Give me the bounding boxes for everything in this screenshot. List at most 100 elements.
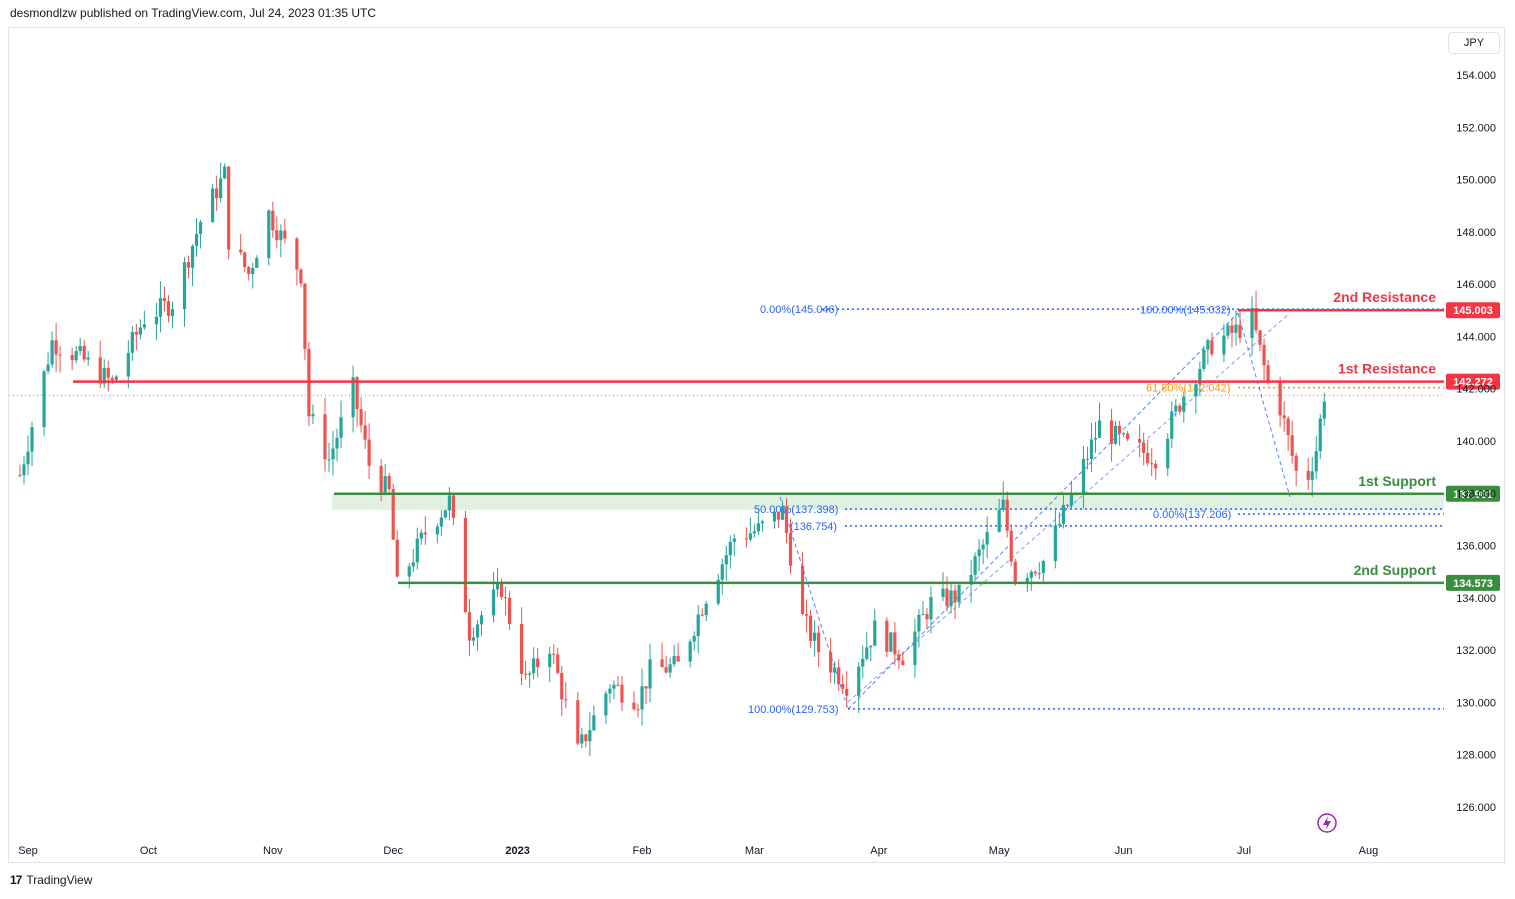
candle — [1230, 317, 1234, 348]
candle — [772, 510, 777, 529]
candle-body — [660, 659, 664, 668]
candle — [861, 645, 865, 679]
candle-body — [580, 734, 584, 744]
candle — [299, 268, 303, 287]
candle — [439, 510, 443, 536]
candle-body — [732, 538, 736, 542]
candle — [524, 660, 528, 680]
candle-body — [756, 523, 761, 532]
candle-body — [387, 475, 391, 490]
candle-body — [158, 298, 163, 317]
candle-body — [700, 614, 704, 616]
candle — [885, 617, 889, 658]
candle-body — [223, 166, 227, 179]
candle-body — [227, 166, 231, 250]
candle-body — [837, 667, 841, 685]
candle-body — [463, 517, 468, 613]
candle — [190, 244, 195, 286]
candle — [784, 498, 789, 544]
candle — [1198, 361, 1202, 397]
candle-body — [945, 588, 949, 607]
candle — [1041, 559, 1045, 585]
candle — [267, 209, 271, 266]
candle — [981, 539, 985, 565]
candle-body — [524, 673, 528, 675]
candle-body — [411, 562, 415, 567]
candle — [491, 572, 496, 623]
candle-body — [423, 532, 427, 535]
candle-body — [1222, 335, 1226, 355]
candle — [247, 265, 251, 281]
candle — [893, 622, 897, 666]
candle-body — [495, 582, 500, 590]
candle-body — [1001, 499, 1005, 510]
candle-body — [499, 582, 504, 598]
candle — [957, 584, 961, 609]
candle — [580, 728, 584, 749]
candle — [865, 631, 869, 661]
candle — [973, 552, 977, 582]
candle — [732, 533, 736, 557]
candle-body — [897, 654, 901, 661]
candle-body — [243, 252, 247, 268]
candle — [106, 360, 110, 392]
candle-body — [584, 734, 588, 742]
candle — [889, 632, 893, 653]
fib-label: (136.754) — [790, 521, 837, 533]
candle — [520, 607, 524, 686]
candle — [271, 201, 275, 238]
candle — [58, 346, 62, 373]
level-name-label: 1st Resistance — [1338, 361, 1436, 377]
candle-body — [251, 268, 255, 274]
fib-label: 0.00%(145.046) — [760, 304, 838, 316]
candle — [949, 584, 953, 614]
candle — [700, 608, 704, 617]
candle — [479, 611, 484, 636]
candle-body — [861, 658, 865, 667]
candle — [363, 411, 367, 449]
candle-body — [1310, 471, 1314, 480]
candle — [475, 620, 480, 651]
candle — [1262, 338, 1266, 382]
candle — [331, 430, 335, 476]
candle-body — [70, 355, 74, 361]
candle — [295, 237, 299, 286]
candle-body — [491, 589, 496, 616]
candle-body — [1150, 463, 1154, 465]
candle — [283, 218, 287, 244]
candle — [243, 251, 247, 273]
lightning-icon[interactable] — [1317, 813, 1337, 833]
candle-body — [1258, 330, 1262, 345]
candle-body — [560, 672, 564, 700]
candle — [1154, 460, 1158, 480]
candle — [303, 282, 307, 360]
candle-body — [198, 222, 203, 235]
candle-body — [1065, 504, 1070, 506]
candle-body — [1089, 439, 1094, 459]
candle — [808, 610, 813, 648]
candle-body — [138, 327, 142, 335]
candle-body — [552, 653, 556, 655]
level-price-label: 142.272 — [1453, 377, 1493, 389]
candle — [873, 608, 877, 646]
price-tick-label: 150.000 — [1456, 175, 1496, 187]
candle-body — [1266, 365, 1270, 382]
candle-body — [804, 614, 809, 616]
candle-body — [520, 624, 524, 674]
candle — [423, 516, 427, 545]
candles-layer — [18, 162, 1326, 757]
time-tick-label: 2023 — [505, 845, 529, 857]
candle — [921, 601, 925, 616]
candle — [142, 310, 146, 330]
price-tick-label: 132.000 — [1456, 645, 1496, 657]
candle-body — [335, 437, 339, 449]
currency-button[interactable]: JPY — [1448, 32, 1500, 54]
candle-body — [1117, 425, 1122, 434]
candle-body — [620, 684, 624, 703]
price-tick-label: 140.000 — [1456, 436, 1496, 448]
level-name-label: 2nd Resistance — [1333, 289, 1436, 305]
level-price-badge — [1446, 302, 1500, 319]
candle-body — [1009, 530, 1013, 562]
candle-body — [981, 544, 985, 550]
